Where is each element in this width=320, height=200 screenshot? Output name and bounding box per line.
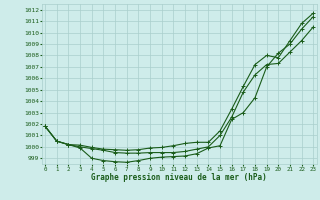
- X-axis label: Graphe pression niveau de la mer (hPa): Graphe pression niveau de la mer (hPa): [91, 173, 267, 182]
